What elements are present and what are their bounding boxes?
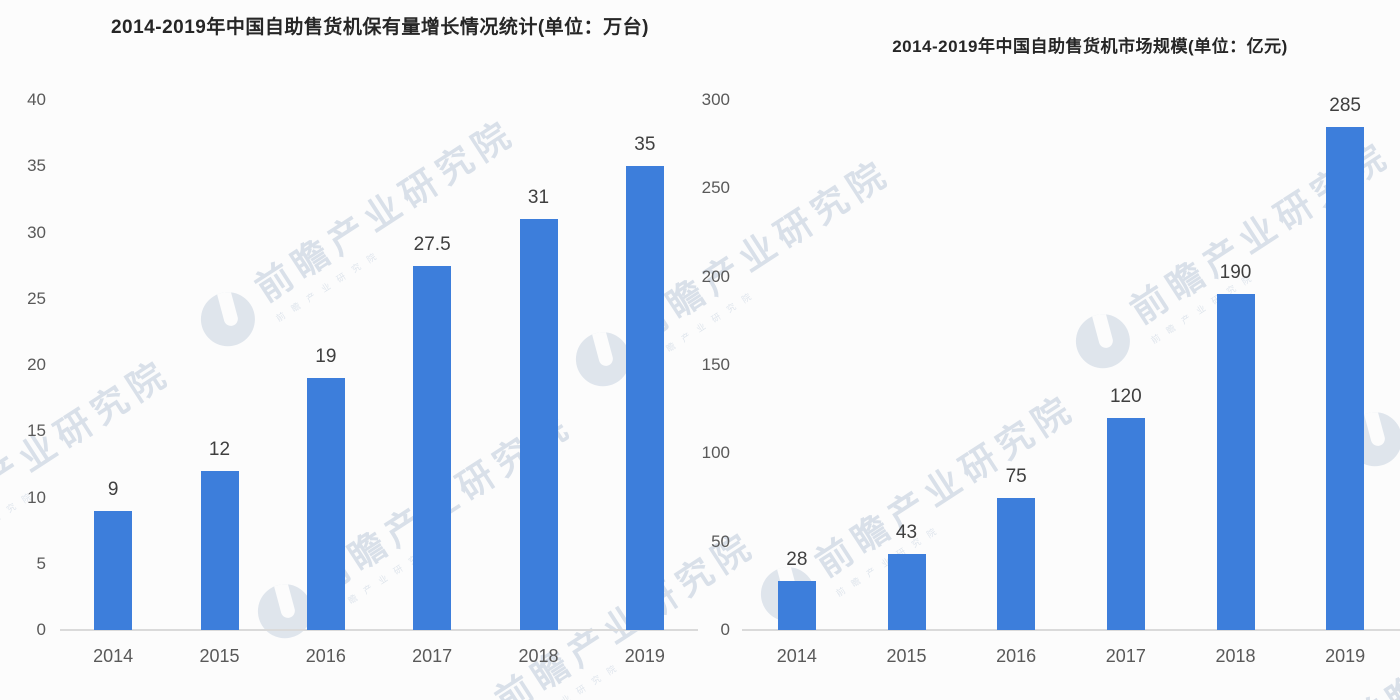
holdings-growth-chart: 2014-2019年中国自助售货机保有量增长情况统计(单位：万台) 0 5 10 15… [27,17,698,666]
bar-2016 [997,497,1036,630]
bar-2017 [413,265,452,630]
chart-title: 2014-2019年中国自助售货机保有量增长情况统计(单位：万台) [110,17,650,38]
x-axis-line [742,629,1400,631]
chart-title: 2014-2019年中国自助售货机市场规模(单位：亿元) [892,37,1288,56]
x-axis-label: 2019 [1325,646,1366,666]
y-axis-tick-label: 100 [701,443,730,463]
y-axis-tick-label: 20 [27,355,46,374]
y-axis-tick-label: 150 [701,355,730,374]
y-axis-tick-label: 30 [27,222,46,242]
x-axis-label: 2017 [412,646,453,666]
x-axis-label: 2015 [886,646,927,666]
x-axis-label: 2018 [1215,646,1256,666]
bar-value-label: 9 [107,478,119,500]
bar-value-label: 35 [634,134,656,156]
bar-2019 [1326,126,1365,630]
y-axis-tick-label: 5 [36,553,46,573]
bar-2015 [200,471,239,630]
x-axis-label: 2018 [518,646,559,666]
bar-2014 [94,510,133,630]
y-axis-tick-label: 250 [701,178,730,198]
y-axis-tick-label: 40 [27,90,46,109]
x-axis-label: 2017 [1105,646,1146,666]
y-axis-tick-label: 25 [27,288,46,308]
y-axis-tick-label: 200 [701,266,730,286]
x-axis-label: 2016 [996,646,1037,666]
x-axis-label: 2014 [93,646,134,666]
bar-2018 [1216,294,1255,630]
bar-value-label: 190 [1219,262,1252,284]
bar-value-label: 75 [1005,465,1027,487]
x-axis-label: 2016 [305,646,346,666]
bar-value-label: 31 [527,187,550,209]
y-axis-tick-label: 0 [36,620,46,639]
x-axis-label: 2014 [776,646,817,666]
y-axis-tick-label: 15 [27,421,46,441]
bar-2017 [1106,418,1145,630]
bar-2014 [777,580,816,630]
bar-2016 [306,378,345,630]
bar-value-label: 43 [895,522,918,544]
bar-value-label: 120 [1109,386,1142,407]
bar-value-label: 19 [315,346,337,368]
x-axis-label: 2015 [199,646,240,666]
plot-area: 0 5 10 15 20 25 30 35 40 9 2014 12 2015 19 2016 27.5 201… [27,90,698,666]
x-axis-line [60,629,698,631]
bar-2018 [519,219,558,630]
bar-value-label: 12 [208,439,231,460]
x-axis-label: 2019 [624,646,665,666]
bar-2015 [887,554,926,630]
y-axis-tick-label: 300 [701,90,730,109]
y-axis-tick-label: 50 [711,531,730,551]
y-axis-tick-label: 35 [27,156,46,176]
bar-2019 [625,166,664,630]
bar-value-label: 27.5 [413,233,451,255]
plot-area: 0 50 100 150 200 250 300 28 2014 43 2015 75 2016 120 2… [700,0,1400,700]
y-axis-tick-label: 10 [27,487,46,507]
y-axis-tick-label: 0 [720,620,730,639]
market-size-chart: 2014-2019年中国自助售货机市场规模(单位：亿元) 0 50 100 150 20… [700,0,1400,700]
bar-value-label: 285 [1329,94,1361,116]
bar-value-label: 28 [786,548,808,570]
